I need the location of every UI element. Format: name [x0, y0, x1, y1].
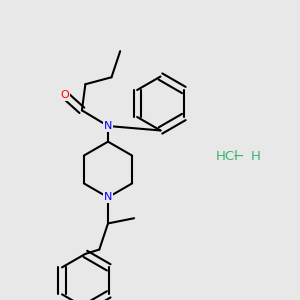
Text: O: O [60, 90, 69, 100]
Text: N: N [104, 192, 112, 202]
Text: −: − [233, 149, 244, 163]
Text: HCl: HCl [216, 149, 239, 163]
Text: N: N [104, 121, 112, 131]
Text: H: H [250, 149, 260, 163]
